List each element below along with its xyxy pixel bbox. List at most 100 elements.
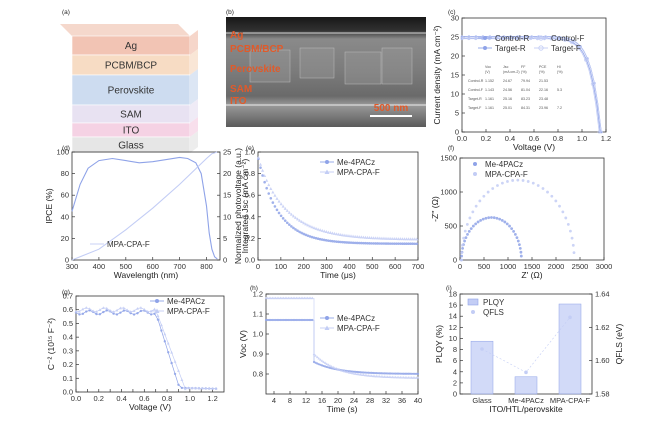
legend-label: Me-4PACz: [167, 297, 205, 306]
series-point: [415, 242, 419, 246]
series-point: [400, 372, 404, 375]
series-point: [351, 241, 355, 245]
series-point: [316, 227, 320, 231]
x-tick-label: 3000: [596, 262, 613, 271]
y-axis-label: C⁻² (10¹⁵ F⁻²): [46, 318, 56, 370]
series-point: [404, 372, 407, 375]
x-tick-label: 0.0: [71, 394, 81, 403]
series-point: [289, 212, 293, 216]
series-point: [273, 205, 277, 208]
table-header: HI: [557, 65, 561, 69]
series-point: [368, 374, 372, 377]
x-tick-label: 0.4: [505, 134, 515, 143]
series-point: [81, 312, 85, 316]
y-tick-label: 1000: [440, 188, 457, 197]
series-point: [292, 226, 295, 230]
y-tick-label: 0.4: [245, 212, 255, 221]
series-point: [378, 242, 382, 245]
series-point: [296, 318, 300, 322]
series-point: [409, 242, 412, 246]
series-point: [302, 221, 306, 225]
y-tick-label: 1.1: [253, 310, 263, 319]
series-point: [461, 246, 464, 250]
series-point: [91, 309, 95, 313]
y-tick-label: 1.0: [253, 330, 263, 339]
table-cell: Control-R: [468, 79, 484, 83]
y-tick-label: 18: [449, 290, 457, 299]
y2-tick-label: 25: [223, 148, 231, 157]
series-point: [531, 181, 535, 185]
series-point: [269, 197, 273, 200]
y-tick-label: 0: [453, 256, 457, 265]
sem-label: Ag: [230, 30, 243, 41]
y-tick-label: 0.8: [253, 370, 263, 379]
series-point: [508, 37, 512, 41]
series-point: [494, 37, 498, 41]
panel-label-a: (a): [62, 9, 70, 16]
series-point: [102, 310, 105, 314]
series-point: [563, 38, 567, 42]
table-cell: 7.2: [557, 106, 562, 110]
series-point: [519, 250, 523, 254]
series-point: [183, 387, 187, 391]
series-point: [122, 306, 126, 310]
series-point: [98, 313, 102, 316]
y-tick-label: 4: [453, 367, 457, 376]
x-tick-label: 1.2: [207, 394, 217, 403]
series-point: [394, 237, 398, 241]
x-tick-label: 32: [382, 396, 390, 405]
series-point: [341, 240, 345, 244]
series-point: [173, 359, 177, 363]
x-tick-label: 2000: [548, 262, 565, 271]
series-point: [376, 372, 380, 375]
x-tick-label: 2500: [572, 262, 589, 271]
series-point: [173, 372, 177, 376]
series-point: [490, 216, 493, 219]
series-point: [298, 318, 301, 322]
series-point: [283, 219, 287, 222]
series-point: [383, 372, 386, 375]
y-tick-label: 20: [61, 234, 69, 243]
series-point: [461, 243, 464, 247]
series-point: [368, 242, 371, 245]
legend-marker: [154, 308, 160, 313]
category-label: Me-4PACz: [508, 396, 544, 405]
series-point: [551, 35, 555, 39]
series-point: [392, 372, 396, 375]
series-point: [384, 236, 388, 240]
scale-bar-label: 500 nm: [374, 103, 409, 114]
series-point: [366, 241, 369, 245]
series-point: [362, 241, 365, 245]
series-point: [496, 184, 499, 187]
series-point: [314, 354, 317, 357]
table-unit: (V): [485, 70, 490, 74]
series-point: [142, 307, 146, 311]
series-point: [115, 313, 119, 316]
y-tick-label: 0.0: [63, 388, 73, 397]
series-point: [153, 307, 156, 311]
series-point: [311, 296, 314, 300]
series-point: [378, 372, 381, 375]
series-point: [474, 204, 478, 208]
series-point: [341, 369, 345, 372]
qfls-point: [524, 370, 528, 375]
y2-tick-label: 10: [223, 212, 231, 221]
series-point: [408, 372, 412, 375]
series-point: [370, 242, 373, 245]
series-point: [585, 57, 589, 61]
series-point: [526, 180, 530, 183]
series-point: [319, 358, 322, 361]
series-line: [75, 310, 216, 390]
series-point: [108, 309, 112, 312]
series-point: [359, 371, 362, 374]
series-point: [405, 372, 408, 375]
series-point: [132, 309, 136, 313]
series-point: [380, 372, 383, 375]
series-point: [363, 373, 367, 377]
series-point: [115, 308, 119, 312]
series-point: [277, 318, 280, 322]
series-point: [315, 355, 319, 359]
panel-label-h: (h): [250, 285, 258, 292]
series-point: [318, 228, 322, 232]
